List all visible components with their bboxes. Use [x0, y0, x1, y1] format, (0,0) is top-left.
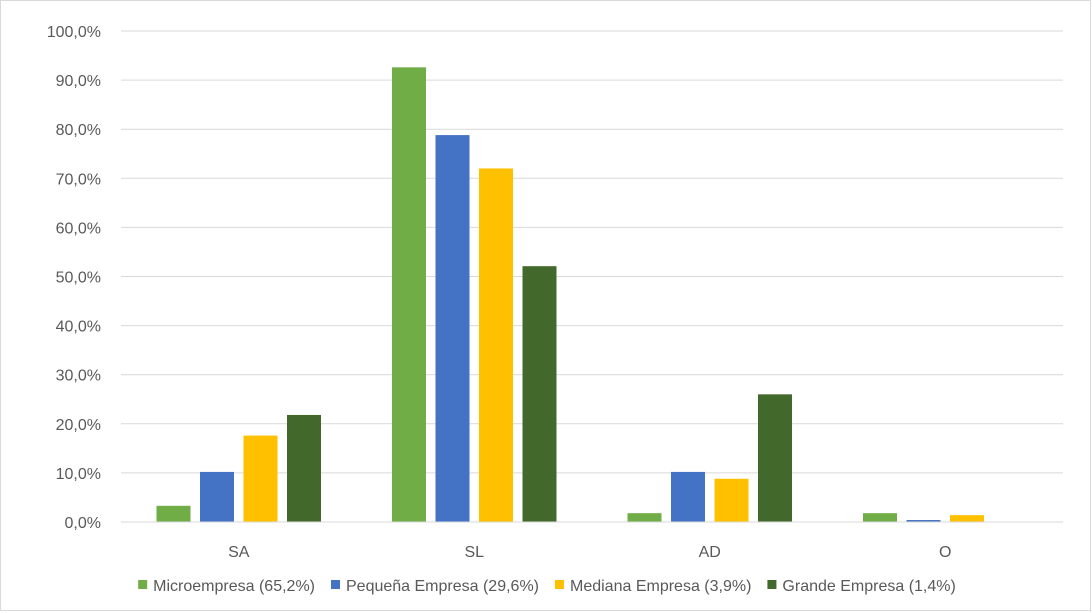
legend: Microempresa (65,2%) Pequeña Empresa (29,…	[138, 578, 956, 595]
bar-ad-series-2	[671, 471, 705, 522]
bar-sl-series-4	[522, 266, 557, 522]
legend-swatch	[138, 580, 148, 589]
bar-sl-series-1	[392, 67, 426, 523]
bar-ad-series-1	[627, 513, 662, 522]
legend-swatch	[767, 580, 777, 589]
x-tick-label: AD	[699, 544, 721, 561]
y-tick-label: 50,0%	[56, 270, 101, 287]
x-tick-label: SL	[464, 544, 484, 561]
legend-label: Pequeña Empresa (29,6%)	[346, 578, 539, 595]
y-tick-label: 90,0%	[56, 73, 101, 90]
bar-o-series-2	[906, 520, 941, 522]
bars	[156, 67, 984, 523]
legend-label: Grande Empresa (1,4%)	[782, 578, 955, 595]
bar-sa-series-4	[287, 414, 321, 522]
y-tick-label: 10,0%	[56, 466, 101, 483]
gridlines	[121, 30, 1063, 474]
y-tick-label: 0,0%	[65, 515, 101, 532]
y-tick-label: 30,0%	[56, 368, 101, 385]
y-tick-label: 80,0%	[56, 122, 101, 139]
legend-swatch	[555, 580, 564, 589]
bar-o-series-1	[863, 513, 897, 522]
bar-ad-series-4	[758, 394, 792, 522]
y-tick-label: 60,0%	[56, 220, 101, 237]
legend-label: Microempresa (65,2%)	[153, 578, 315, 595]
legend-swatch	[331, 580, 340, 589]
bar-o-series-3	[950, 515, 984, 522]
legend-label: Mediana Empresa (3,9%)	[570, 578, 751, 595]
y-tick-label: 20,0%	[56, 417, 101, 434]
bar-sl-series-2	[435, 135, 470, 523]
bar-ad-series-3	[714, 478, 749, 522]
y-tick-label: 100,0%	[47, 24, 101, 41]
bar-sl-series-3	[479, 168, 513, 523]
x-tick-label: O	[939, 544, 951, 561]
y-tick-label: 70,0%	[56, 171, 101, 188]
x-tick-label: SA	[228, 544, 250, 561]
y-axis-ticks: 0,0% 10,0% 20,0% 30,0% 40,0% 50,0% 60,0% 70,0% 8…	[47, 24, 101, 532]
bar-sa-series-1	[156, 505, 191, 522]
bar-sa-series-2	[200, 471, 234, 522]
x-axis-ticks: SA SL AD O	[228, 544, 951, 561]
y-tick-label: 40,0%	[56, 319, 101, 336]
bar-sa-series-3	[243, 435, 278, 522]
